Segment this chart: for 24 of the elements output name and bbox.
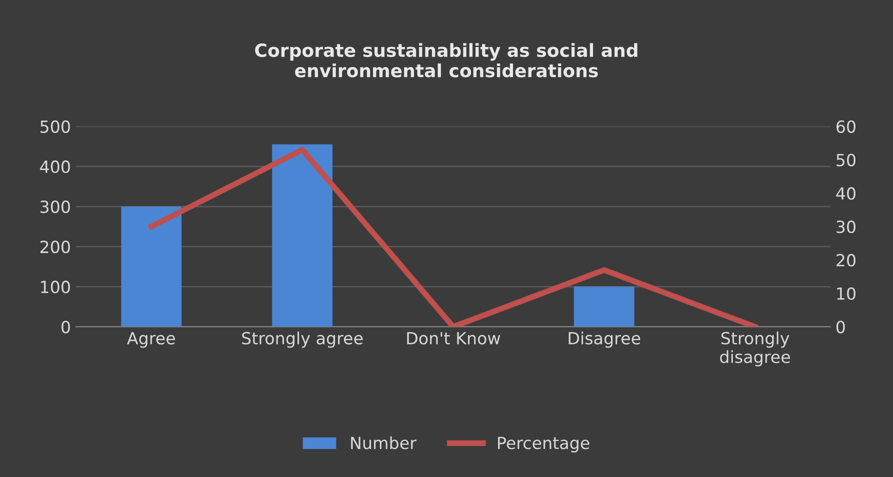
y2-tick-label: 10 <box>837 287 856 300</box>
x-tick-label: Strongly disagree <box>720 332 790 366</box>
y-tick-label: 0 <box>62 320 70 334</box>
y2-tick-label: 30 <box>836 220 856 234</box>
x-tick-label: Agree <box>127 332 175 348</box>
x-tick-label: Don't Know <box>407 332 500 345</box>
y2-tick-label: 40 <box>836 187 856 200</box>
y-tick-label: 500 <box>40 120 70 133</box>
x-tick-label: Strongly agree <box>242 332 363 348</box>
bar <box>121 206 182 327</box>
y2-tick-label: 50 <box>836 154 856 166</box>
legend-label: Number <box>351 436 416 450</box>
y-tick-label: 200 <box>40 240 70 254</box>
y2-tick-label: 20 <box>836 254 856 267</box>
chart-title: Corporate sustainability as social and environmental considerations <box>255 43 638 78</box>
y2-tick-label: 60 <box>836 120 856 133</box>
x-tick-label: Disagree <box>568 332 640 348</box>
bar <box>272 144 332 327</box>
legend-label: Percentage <box>498 436 590 452</box>
bar <box>574 286 634 327</box>
y-tick-label: 300 <box>40 200 70 214</box>
y-tick-label: 400 <box>40 160 70 174</box>
y2-tick-label: 0 <box>836 320 845 334</box>
y-tick-label: 100 <box>41 280 70 294</box>
